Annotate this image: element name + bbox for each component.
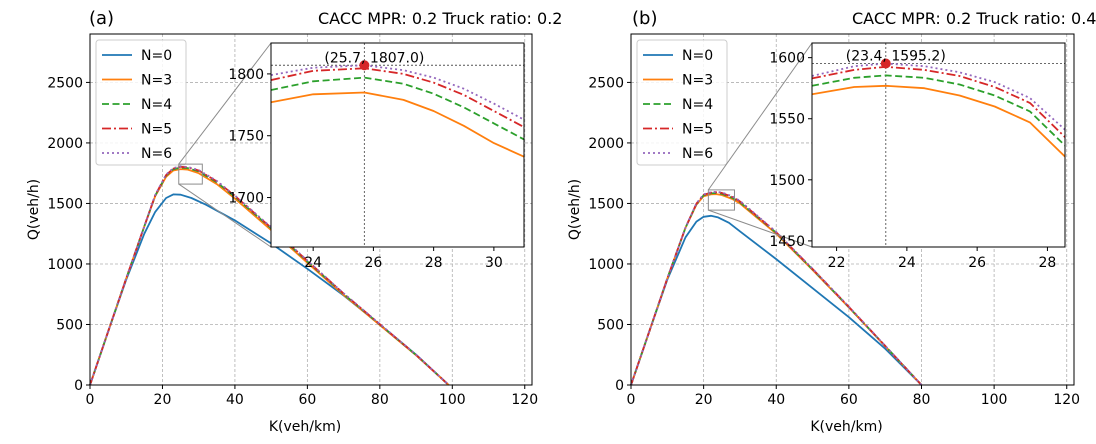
series-line-N5 [630,191,923,386]
chart-panel-2: 0 20 40 60 80 100 120 0 500 1000 1500 2000 2500 K(veh… [567,8,1096,435]
series-line-N5 [89,165,450,386]
zoom-source-box [707,189,735,211]
x-tick-label: 40 [767,392,785,408]
inset-series-line-N4 [812,74,1065,147]
peak-marker [880,58,891,69]
inset-y-tick-label: 1500 [769,173,805,189]
inset-x-tick-label: 24 [898,255,916,271]
legend-label: N=4 [141,97,172,113]
inset-series-line-N3 [271,91,524,158]
plot-frame [630,33,1075,386]
inset-connector [708,209,813,248]
legend-label: N=0 [682,48,713,64]
inset-series-line-N5 [271,67,524,128]
inset-series-line-N6 [812,62,1065,131]
inset-connector [707,42,813,191]
y-tick-label: 2000 [47,136,83,152]
inset-y-tick-label: 1800 [228,67,264,83]
inset-x-tick-label: 28 [425,255,443,271]
legend-label: N=6 [141,146,172,162]
y-tick-label: 1500 [588,196,624,212]
panel-label: (a) [89,8,114,29]
legend: N=0 N=3 N=4 N=5 N=6 [95,39,187,166]
x-axis-label: K(veh/km) [810,419,882,435]
plot-frame [89,33,533,386]
chart-title: CACC MPR: 0.2 Truck ratio: 0.2 [318,9,562,28]
inset-connector [178,42,272,165]
chart-title: CACC MPR: 0.2 Truck ratio: 0.4 [852,9,1096,28]
inset-background [812,43,1065,247]
panel-label: (b) [632,8,657,29]
inset-series [271,43,524,247]
legend-box [636,39,728,166]
inset-x-tick-label: 26 [364,255,382,271]
legend-box [95,39,187,166]
legend-label: N=0 [141,48,172,64]
inset-y-tick-label: 1600 [769,51,805,67]
inset-x-tick-label: 30 [485,255,503,271]
inset-y-tick-label: 1450 [769,234,805,250]
y-tick-label: 1000 [588,257,624,273]
inset-series-line-N4 [271,76,524,141]
x-tick-label: 120 [511,392,538,408]
inset-series-line-N6 [271,64,524,121]
inset-y-tick-label: 1750 [228,129,264,145]
legend-label: N=3 [141,73,172,89]
inset-frame [270,42,525,248]
y-tick-label: 1500 [47,196,83,212]
x-tick-label: 60 [840,392,858,408]
y-tick-label: 0 [74,378,83,394]
inset-axes: (23.4, 1595.2) 22 24 26 28 1450 1500 1550 1600 [769,42,1066,271]
inset-series-line-N5 [812,65,1065,138]
y-tick-label: 500 [597,317,624,333]
legend-label: N=6 [682,146,713,162]
y-tick-label: 2500 [588,75,624,91]
x-tick-label: 20 [154,392,172,408]
inset-x-tick-label: 22 [828,255,846,271]
inset-connector [178,183,272,248]
legend-label: N=3 [682,73,713,89]
x-tick-label: 120 [1053,392,1080,408]
zoom-source-box [178,163,203,185]
x-axis-label: K(veh/km) [269,419,341,435]
y-axis-label: Q(veh/h) [26,179,42,240]
x-tick-label: 0 [86,392,95,408]
peak-marker [359,60,370,71]
x-tick-label: 0 [627,392,636,408]
x-tick-label: 20 [695,392,713,408]
x-tick-label: 100 [981,392,1008,408]
inset-series [812,43,1065,247]
y-tick-label: 0 [615,378,624,394]
inset-frame [811,42,1066,248]
series-line-N0 [630,214,923,386]
peak-annotation: (23.4, 1595.2) [846,49,946,65]
x-tick-label: 100 [439,392,466,408]
y-tick-label: 500 [56,317,83,333]
y-axis-label: Q(veh/h) [567,179,583,240]
chart-panel-1: 0 20 40 60 80 100 120 0 500 1000 1500 2000 2500 K(veh… [26,8,562,435]
series-line-N6 [630,190,923,386]
legend-label: N=4 [682,97,713,113]
inset-background [271,43,524,247]
y-tick-label: 1000 [47,257,83,273]
legend: N=0 N=3 N=4 N=5 N=6 [636,39,728,166]
peak-annotation: (25.7, 1807.0) [324,50,424,66]
inset-series-line-N3 [812,84,1065,158]
x-tick-label: 80 [371,392,389,408]
inset-y-tick-label: 1700 [228,191,264,207]
x-tick-label: 80 [913,392,931,408]
legend-label: N=5 [682,122,713,138]
inset-x-tick-label: 26 [968,255,986,271]
y-tick-label: 2500 [47,75,83,91]
y-tick-label: 2000 [588,136,624,152]
legend-label: N=5 [141,122,172,138]
inset-x-tick-label: 24 [304,255,322,271]
inset-x-tick-label: 28 [1039,255,1057,271]
x-tick-label: 60 [298,392,316,408]
x-tick-label: 40 [226,392,244,408]
inset-y-tick-label: 1550 [769,112,805,128]
inset-axes: (25.7, 1807.0) 24 26 28 30 1700 1750 1800 [228,42,525,271]
